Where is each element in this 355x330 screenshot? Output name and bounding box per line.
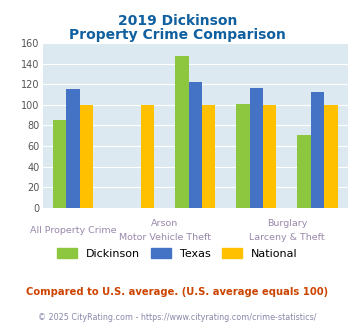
Text: All Property Crime: All Property Crime	[30, 226, 116, 235]
Text: Compared to U.S. average. (U.S. average equals 100): Compared to U.S. average. (U.S. average …	[26, 287, 329, 297]
Bar	[324, 105, 338, 208]
Text: Motor Vehicle Theft: Motor Vehicle Theft	[119, 233, 211, 242]
Bar	[236, 104, 250, 208]
Bar	[80, 105, 93, 208]
Bar	[53, 120, 66, 208]
Text: Arson: Arson	[151, 219, 178, 228]
Bar	[66, 89, 80, 208]
Text: © 2025 CityRating.com - https://www.cityrating.com/crime-statistics/: © 2025 CityRating.com - https://www.city…	[38, 313, 317, 322]
Text: Burglary: Burglary	[267, 219, 307, 228]
Bar	[175, 56, 189, 208]
Bar	[263, 105, 277, 208]
Bar	[250, 88, 263, 208]
Bar	[202, 105, 215, 208]
Bar	[311, 92, 324, 208]
Bar	[189, 82, 202, 208]
Text: Larceny & Theft: Larceny & Theft	[249, 233, 325, 242]
Text: 2019 Dickinson: 2019 Dickinson	[118, 15, 237, 28]
Bar	[297, 135, 311, 208]
Legend: Dickinson, Texas, National: Dickinson, Texas, National	[53, 244, 302, 263]
Text: Property Crime Comparison: Property Crime Comparison	[69, 28, 286, 42]
Bar	[141, 105, 154, 208]
